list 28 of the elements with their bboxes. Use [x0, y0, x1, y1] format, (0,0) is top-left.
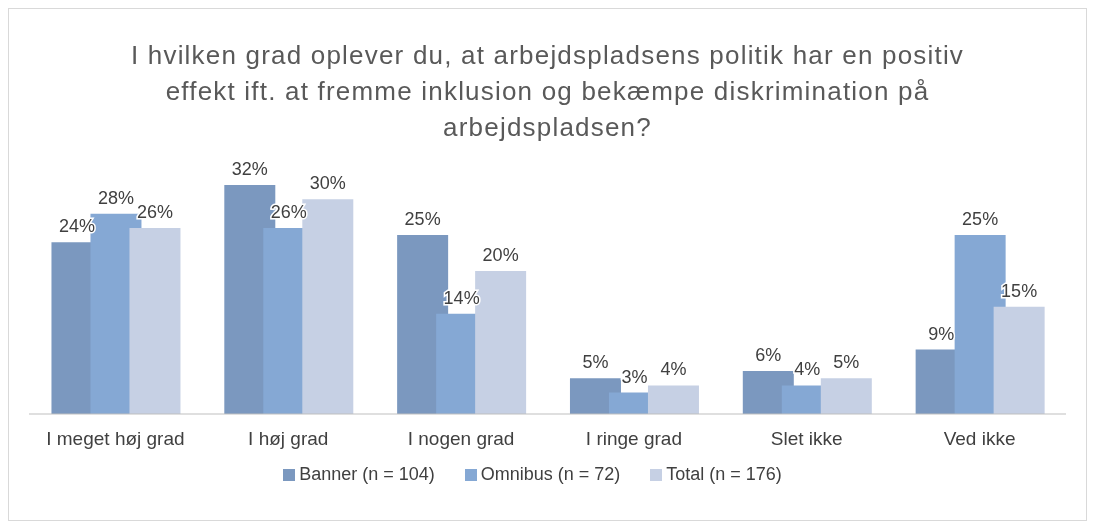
data-label: 32%	[231, 159, 268, 179]
data-label: 28%	[97, 187, 134, 208]
data-label: 9%	[928, 323, 955, 344]
x-tick-label: I meget høj grad	[46, 428, 185, 450]
legend-label: Banner (n = 104)	[299, 464, 435, 484]
data-label: 5%	[833, 352, 860, 373]
data-label: 4%	[660, 359, 687, 380]
data-label: 3%	[621, 366, 648, 387]
x-tick-label: Ved ikke	[943, 428, 1016, 450]
x-tick-label: I nogen grad	[407, 428, 515, 450]
data-label: 4%	[794, 359, 821, 380]
data-label: 25%	[404, 209, 441, 230]
data-label: 26%	[136, 201, 173, 222]
x-tick-label: I ringe grad	[585, 428, 682, 450]
data-label: 5%	[582, 352, 609, 373]
data-label: 6%	[755, 345, 782, 366]
bar	[993, 306, 1045, 414]
legend-label: Total (n = 176)	[666, 464, 782, 484]
data-label: 20%	[482, 244, 519, 265]
data-label: 25%	[962, 209, 999, 230]
legend-label: Omnibus (n = 72)	[480, 464, 621, 484]
data-label: 30%	[309, 173, 346, 194]
bar	[129, 227, 181, 414]
x-tick-label: I høj grad	[248, 428, 329, 450]
bar	[820, 378, 872, 414]
x-tick-label: Slet ikke	[770, 428, 843, 450]
chart-title: I hvilken grad oplever du, at arbejdspladsens politik har en positiv effekt ift. at fremme inklusion og bekæmpe diskrimination på arbejdspladsen?	[129, 39, 966, 144]
bar	[647, 385, 699, 414]
